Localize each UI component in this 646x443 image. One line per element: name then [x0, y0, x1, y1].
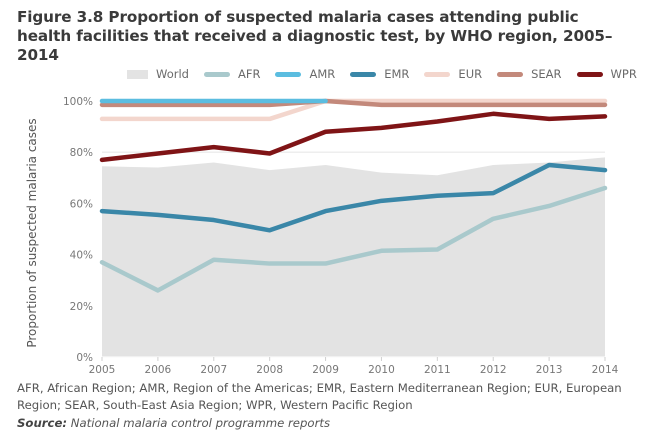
- legend-label-sear: SEAR: [531, 67, 562, 81]
- legend-label-emr: EMR: [384, 67, 410, 81]
- legend-label-eur: EUR: [458, 67, 483, 81]
- line-chart: 0% 20% 40% 60% 80% 100% 2005 2006 2007 2008 2009 20…: [25, 96, 619, 376]
- legend-item-world: World: [127, 67, 189, 81]
- source-text: National malaria control programme repor…: [70, 416, 331, 430]
- x-tick-label: 2006: [145, 364, 172, 376]
- line-wpr: [99, 111, 608, 163]
- y-tick-label: 100%: [63, 96, 93, 108]
- y-tick-label: 40%: [70, 250, 93, 262]
- y-axis-label: Proportion of suspected malaria cases: [25, 118, 39, 347]
- legend-swatch-amr: [275, 71, 302, 77]
- legend-item-afr: AFR: [203, 67, 261, 81]
- source-label: Source:: [17, 416, 68, 430]
- legend-swatch-afr: [203, 71, 230, 77]
- legend-swatch-sear: [497, 71, 524, 77]
- axes: 0% 20% 40% 60% 80% 100% 2005 2006 2007 2008 2009 20…: [63, 96, 619, 376]
- legend-swatch-wpr: [576, 71, 603, 77]
- legend-item-amr: AMR: [275, 67, 335, 81]
- legend-swatch-eur: [424, 71, 451, 77]
- legend-item-sear: SEAR: [497, 67, 562, 81]
- x-tick-label: 2012: [480, 364, 507, 376]
- y-tick-label: 0%: [76, 352, 93, 364]
- legend-item-wpr: WPR: [576, 67, 637, 81]
- legend-swatch-world: [127, 69, 148, 79]
- y-tick-label: 60%: [70, 198, 93, 210]
- y-tick-label: 20%: [70, 301, 93, 313]
- x-tick-label: 2011: [424, 364, 451, 376]
- legend-label-wpr: WPR: [610, 67, 637, 81]
- line-sear: [99, 98, 608, 108]
- figure-source: Source: National malaria control program…: [17, 416, 330, 430]
- legend-swatch-emr: [350, 71, 377, 77]
- y-tick-label: 80%: [70, 147, 93, 159]
- line-emr: [99, 162, 608, 233]
- x-tick-label: 2013: [536, 364, 563, 376]
- x-tick-label: 2009: [312, 364, 339, 376]
- legend-item-emr: EMR: [350, 67, 409, 81]
- figure-title: Figure 3.8 Proportion of suspected malar…: [17, 8, 613, 64]
- x-tick-label: 2008: [256, 364, 283, 376]
- x-tick-label: 2007: [200, 364, 227, 376]
- line-afr: [99, 185, 608, 293]
- x-tick-label: 2010: [368, 364, 395, 376]
- series-lines: [99, 98, 608, 293]
- legend-label-world: World: [156, 67, 189, 81]
- x-tick-label: 2014: [592, 364, 619, 376]
- legend-label-afr: AFR: [237, 67, 261, 81]
- x-tick-label: 2005: [89, 364, 116, 376]
- legend-label-amr: AMR: [309, 67, 336, 81]
- figure-footnote: AFR, African Region; AMR, Region of the …: [17, 381, 622, 412]
- chart-legend: World AFR AMR EMR EUR SEAR WPR: [127, 66, 646, 82]
- legend-item-eur: EUR: [424, 67, 482, 81]
